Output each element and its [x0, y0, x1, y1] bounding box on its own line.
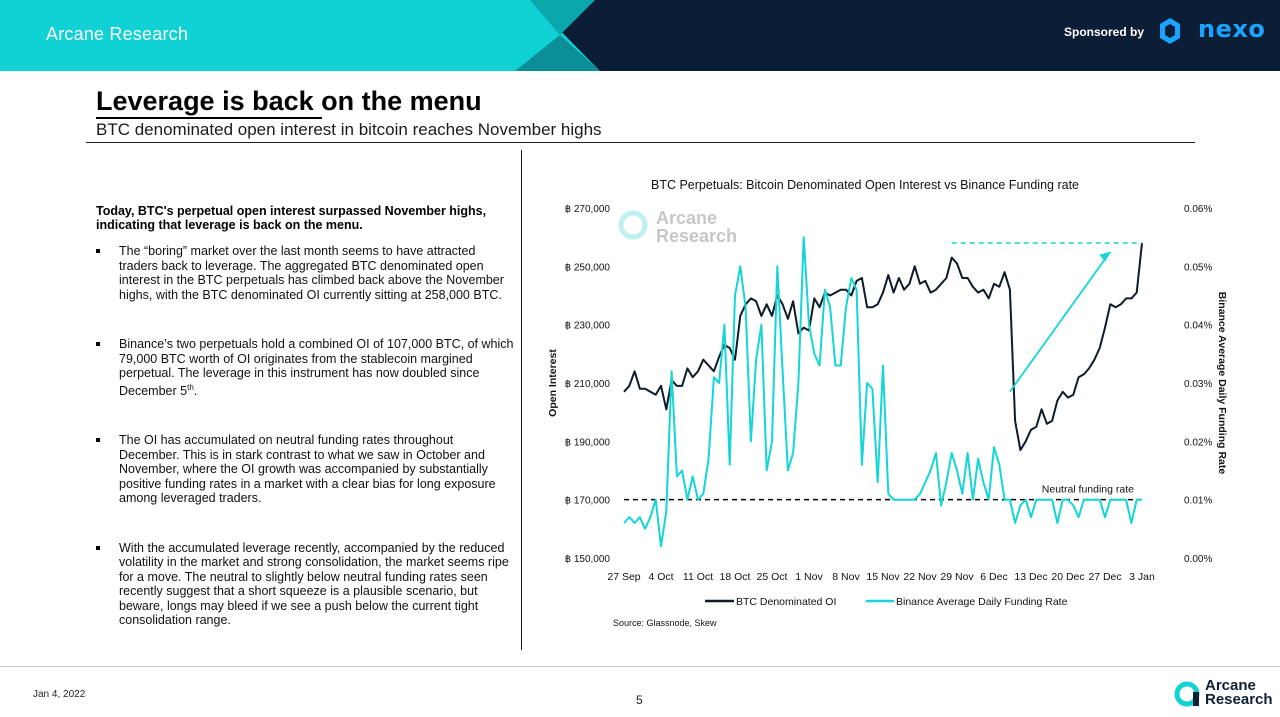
x-tick-label: 27 Sep [607, 571, 640, 583]
header-teal-facet-lower [515, 35, 600, 71]
trend-arrow [1009, 251, 1112, 393]
header-teal-facet [530, 0, 595, 35]
bullet-item: The “boring” market over the last month … [96, 244, 516, 302]
x-tick-label: 27 Dec [1088, 571, 1121, 583]
watermark-logo-icon [618, 210, 648, 240]
watermark-text-line1: Arcane [656, 208, 717, 228]
y2-tick-label: 0.03% [1184, 379, 1212, 390]
y2-axis-label: Binance Average Daily Funding Rate [1216, 292, 1228, 475]
header-background [0, 0, 1280, 71]
trend-arrow-head-icon [1099, 251, 1111, 262]
x-tick-label: 15 Nov [866, 571, 900, 583]
x-tick-label: 8 Nov [832, 571, 860, 583]
y2-tick-label: 0.01% [1184, 496, 1212, 507]
y2-tick-label: 0.00% [1184, 554, 1212, 565]
header-banner: Arcane Research Sponsored by nexo [0, 0, 1280, 71]
footer-logo-line2: Research [1205, 691, 1273, 708]
chart-source: Source: Glassnode, Skew [613, 618, 717, 628]
x-tick-label: 3 Jan [1129, 571, 1155, 583]
y-tick-label: ฿ 210,000 [565, 379, 611, 390]
y-tick-label: ฿ 170,000 [565, 496, 611, 507]
footer-logo-line1: Arcane [1205, 677, 1256, 694]
x-tick-label: 1 Nov [795, 571, 823, 583]
bullet-item: Binance’s two perpetuals hold a combined… [96, 337, 516, 398]
bullet-list: The “boring” market over the last month … [96, 244, 516, 628]
oi-series-line [623, 242, 1143, 452]
y2-tick-label: 0.05% [1184, 262, 1212, 273]
bullet-icon [96, 545, 100, 550]
x-tick-label: 22 Nov [903, 571, 937, 583]
nexo-logo-icon [1160, 18, 1180, 44]
y-axis-label: Open Interest [547, 349, 559, 417]
x-tick-label: 11 Oct [683, 571, 713, 583]
y-tick-label: ฿ 150,000 [565, 554, 611, 565]
x-tick-label: 6 Dec [980, 571, 1007, 583]
x-tick-label: 29 Nov [940, 571, 974, 583]
funding-series-line [623, 236, 1142, 548]
lead-paragraph: Today, BTC's perpetual open interest sur… [96, 204, 487, 232]
brand-title: Arcane Research [46, 24, 189, 44]
bullet-item: With the accumulated leverage recently, … [96, 541, 516, 628]
y2-tick-label: 0.04% [1184, 321, 1212, 332]
y-tick-label: ฿ 250,000 [565, 262, 611, 273]
footer-divider [0, 666, 1280, 667]
sponsor-name: nexo [1198, 15, 1266, 43]
arcane-logo-icon [1174, 681, 1200, 707]
header-teal-band [0, 0, 600, 71]
page-number: 5 [636, 693, 643, 707]
y2-tick-label: 0.06% [1184, 204, 1212, 215]
x-tick-label: 25 Oct [757, 571, 788, 583]
x-tick-label: 13 Dec [1014, 571, 1047, 583]
bullet-text: With the accumulated leverage recently, … [119, 540, 509, 628]
title-divider [86, 142, 1195, 143]
bullet-icon [96, 342, 100, 346]
x-tick-label: 18 Oct [720, 571, 751, 583]
bullet-text: The “boring” market over the last month … [119, 244, 504, 302]
chart-title: BTC Perpetuals: Bitcoin Denominated Open… [651, 178, 1079, 192]
sponsor-label: Sponsored by [1064, 25, 1145, 39]
footer-logo-text: Arcane Research [1205, 677, 1273, 708]
legend-label-funding: Binance Average Daily Funding Rate [896, 596, 1068, 608]
x-tick-label: 4 Oct [648, 571, 673, 583]
y-tick-label: ฿ 270,000 [565, 204, 611, 215]
bullet-superscript: th [187, 382, 194, 392]
oi-funding-chart: BTC Perpetuals: Bitcoin Denominated Open… [547, 178, 1228, 628]
footer-date: Jan 4, 2022 [33, 689, 86, 700]
x-tick-label: 20 Dec [1051, 571, 1084, 583]
title-underline [96, 117, 322, 119]
bullet-end: . [193, 383, 198, 398]
y2-tick-label: 0.02% [1184, 437, 1212, 448]
bullet-text: Binance’s two perpetuals hold a combined… [119, 337, 514, 398]
bullet-icon [96, 438, 100, 443]
bullet-icon [96, 249, 100, 253]
legend-label-oi: BTC Denominated OI [736, 596, 836, 608]
bullet-text: The OI has accumulated on neutral fundin… [119, 433, 496, 506]
neutral-rate-annotation: Neutral funding rate [1042, 484, 1134, 496]
page-title: Leverage is back on the menu [96, 86, 482, 116]
column-divider [521, 150, 522, 650]
watermark-text-line2: Research [656, 226, 737, 246]
y-tick-label: ฿ 230,000 [565, 321, 611, 332]
y-tick-label: ฿ 190,000 [565, 437, 611, 448]
bullet-item: The OI has accumulated on neutral fundin… [96, 433, 516, 506]
page-subtitle: BTC denominated open interest in bitcoin… [96, 120, 602, 139]
